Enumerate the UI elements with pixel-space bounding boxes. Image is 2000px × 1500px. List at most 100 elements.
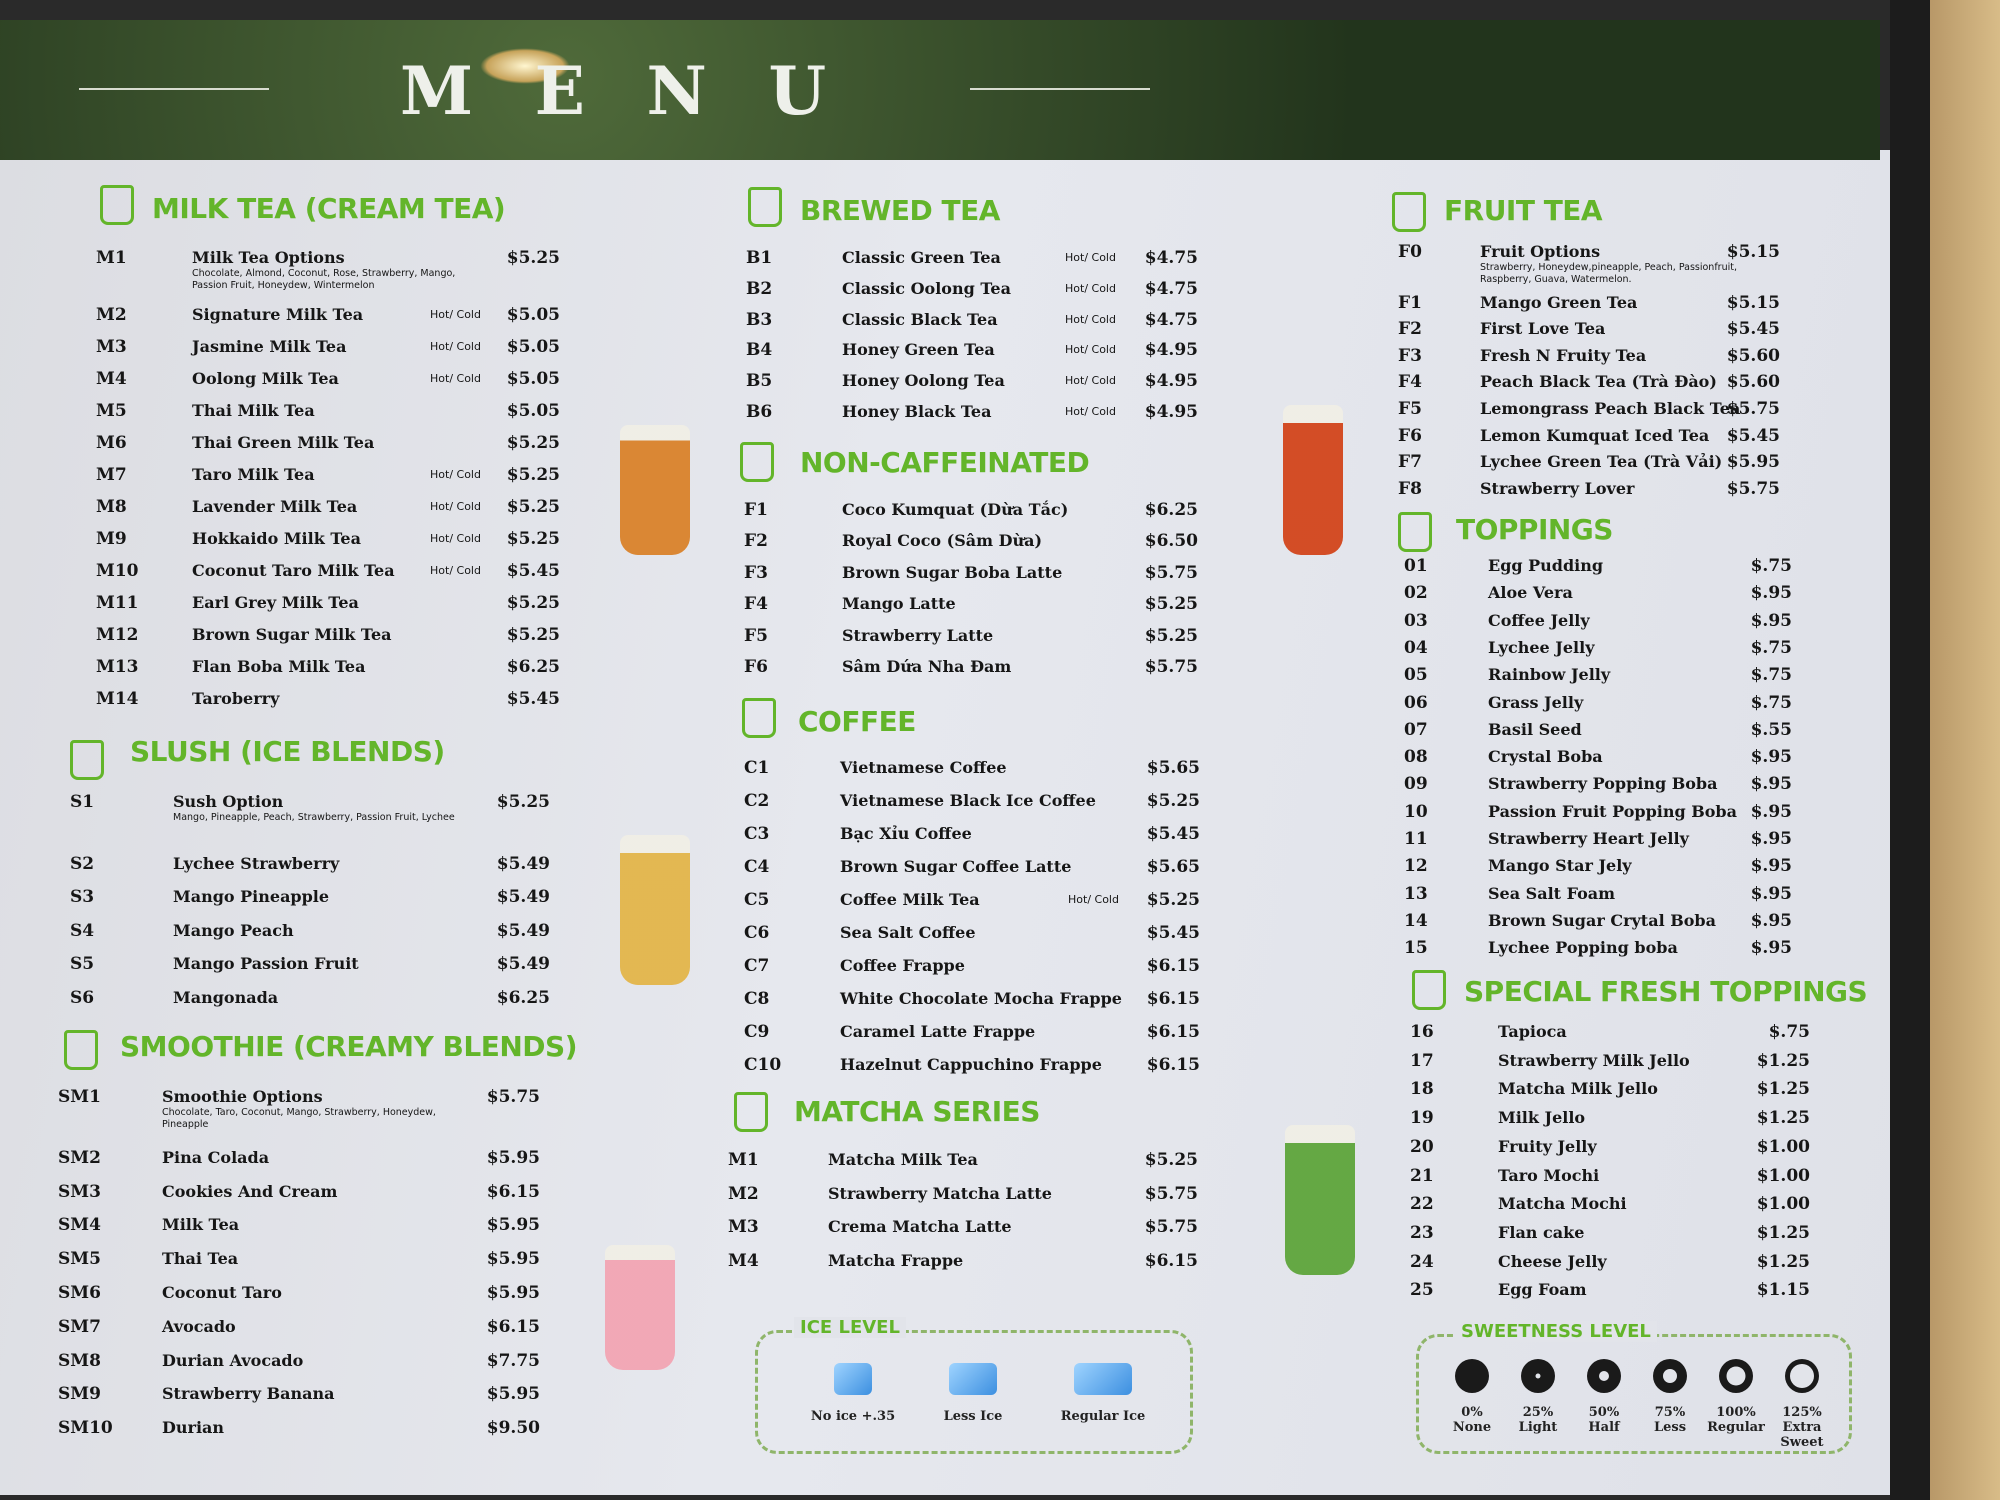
sweetness-percent: 25% [1522,1405,1554,1420]
item-price: $5.95 [486,1215,540,1236]
sweetness-label: Less [1653,1420,1687,1435]
item-name: Brown Sugar Boba Latte [842,562,1063,582]
item-code: 08 [1404,747,1428,768]
item-name: Cookies And Cream [162,1181,338,1201]
matcha-title: MATCHA SERIES [794,1095,1040,1128]
item-price: $6.15 [1146,956,1200,976]
item-price: $5.75 [1726,399,1780,419]
item-name: Thai Milk Tea [192,401,315,420]
hot-cold-label: Hot/ Cold [1065,251,1116,264]
non-caffeinated-title: NON-CAFFEINATED [800,446,1090,479]
hot-cold-label: Hot/ Cold [430,564,481,577]
sweetness-option[interactable]: 25% Light [1501,1359,1575,1435]
item-name: Lychee Strawberry [173,853,340,873]
sweetness-option[interactable]: 0% None [1435,1359,1509,1435]
ice-level-option[interactable]: Less Ice [918,1363,1028,1424]
item-name: Crystal Boba [1488,747,1603,767]
item-code: F2 [1398,319,1422,340]
ice-cubes-icon [949,1363,997,1395]
item-name: Sâm Dứa Nha Đam [842,657,1012,676]
item-name: Matcha Mochi [1498,1194,1627,1214]
ice-level-option[interactable]: Regular Ice [1048,1363,1158,1424]
item-price: $1.00 [1756,1136,1810,1157]
brewed-title: BREWED TEA [800,194,1000,227]
item-name: Strawberry Latte [842,625,994,645]
item-price: $5.25 [506,248,560,268]
item-name: Aloe Vera [1488,583,1573,603]
item-name: Smoothie Options [162,1087,323,1106]
sweetness-dot-icon [1653,1359,1687,1393]
item-name: Lavender Milk Tea [192,497,358,516]
cocktail-glass-icon [1392,192,1426,232]
item-price: $.75 [1768,1022,1810,1042]
coffee-cup-icon [742,698,776,738]
drink-image [620,835,690,985]
sweetness-percent: 0% [1461,1405,1483,1420]
item-name: Coco Kumquat (Dừa Tắc) [842,500,1069,519]
drink-image [1283,405,1343,555]
item-price: $5.45 [1146,923,1200,943]
item-code: M12 [96,625,139,645]
item-options-note: Strawberry, Honeydew,pineapple, Peach, P… [1480,262,1737,285]
item-name: Taro Milk Tea [192,465,315,484]
menu-board [0,150,1890,1495]
item-price: $5.95 [486,1249,540,1270]
item-name: Coconut Taro [162,1283,282,1302]
item-options-note: Chocolate, Almond, Coconut, Rose, Strawb… [192,268,456,291]
item-code: 10 [1404,801,1428,822]
item-name: Strawberry Lover [1480,478,1635,498]
item-code: M2 [96,305,127,325]
item-price: $5.15 [1726,292,1780,313]
sweetness-option[interactable]: 125% Extra Sweet [1765,1359,1839,1450]
item-name: Thai Tea [162,1249,239,1269]
sweetness-option[interactable]: 100% Regular [1699,1359,1773,1435]
item-code: 07 [1404,719,1428,740]
item-name: Jasmine Milk Tea [192,337,347,356]
item-code: M4 [96,369,127,389]
item-name: Pina Colada [162,1147,270,1167]
sweetness-option[interactable]: 75% Less [1633,1359,1707,1435]
item-code: C5 [744,890,770,910]
sweetness-percent: 75% [1654,1405,1686,1420]
sweetness-option[interactable]: 50% Half [1567,1359,1641,1435]
item-price: $6.50 [1144,531,1198,552]
item-code: C10 [744,1055,782,1075]
drink-image [605,1245,675,1370]
leaf-icon [734,1092,768,1132]
item-price: $5.95 [1726,452,1780,473]
item-price: $4.95 [1144,371,1198,392]
item-code: F7 [1398,452,1422,473]
item-name: Fruit Options [1480,242,1601,261]
item-name: Mangonada [173,988,279,1007]
sweetness-dot-icon [1521,1359,1555,1393]
item-price: $5.95 [486,1283,540,1303]
item-code: C3 [744,824,770,844]
item-options-note: Mango, Pineapple, Peach, Strawberry, Pas… [173,812,455,823]
item-code: 15 [1404,938,1428,959]
item-code: S4 [70,920,95,941]
item-name: Oolong Milk Tea [192,369,339,388]
item-code: 21 [1410,1165,1434,1186]
item-price: $.95 [1750,774,1792,795]
item-code: C9 [744,1022,770,1042]
item-name: Rainbow Jelly [1488,665,1611,685]
item-name: Sea Salt Coffee [840,923,976,942]
item-code: 13 [1404,883,1428,904]
item-code: S3 [70,887,95,908]
item-code: F1 [1398,292,1422,313]
item-code: F5 [1398,399,1422,419]
item-price: $5.45 [506,689,560,709]
item-options-note: Chocolate, Taro, Coconut, Mango, Strawbe… [162,1107,436,1130]
menu-title: M E N U [400,52,830,130]
coconut-icon [740,442,774,482]
item-price: $.95 [1750,747,1792,768]
item-code: SM10 [58,1418,113,1439]
item-price: $4.75 [1144,248,1198,268]
sweetness-dot-icon [1785,1359,1819,1393]
item-code: 14 [1404,910,1428,931]
item-price: $5.25 [506,465,560,485]
slush-title: SLUSH (ICE BLENDS) [130,735,445,768]
item-name: Milk Tea Options [192,248,345,267]
item-price: $1.25 [1756,1050,1810,1071]
ice-level-option[interactable]: No ice +.35 [798,1363,908,1424]
